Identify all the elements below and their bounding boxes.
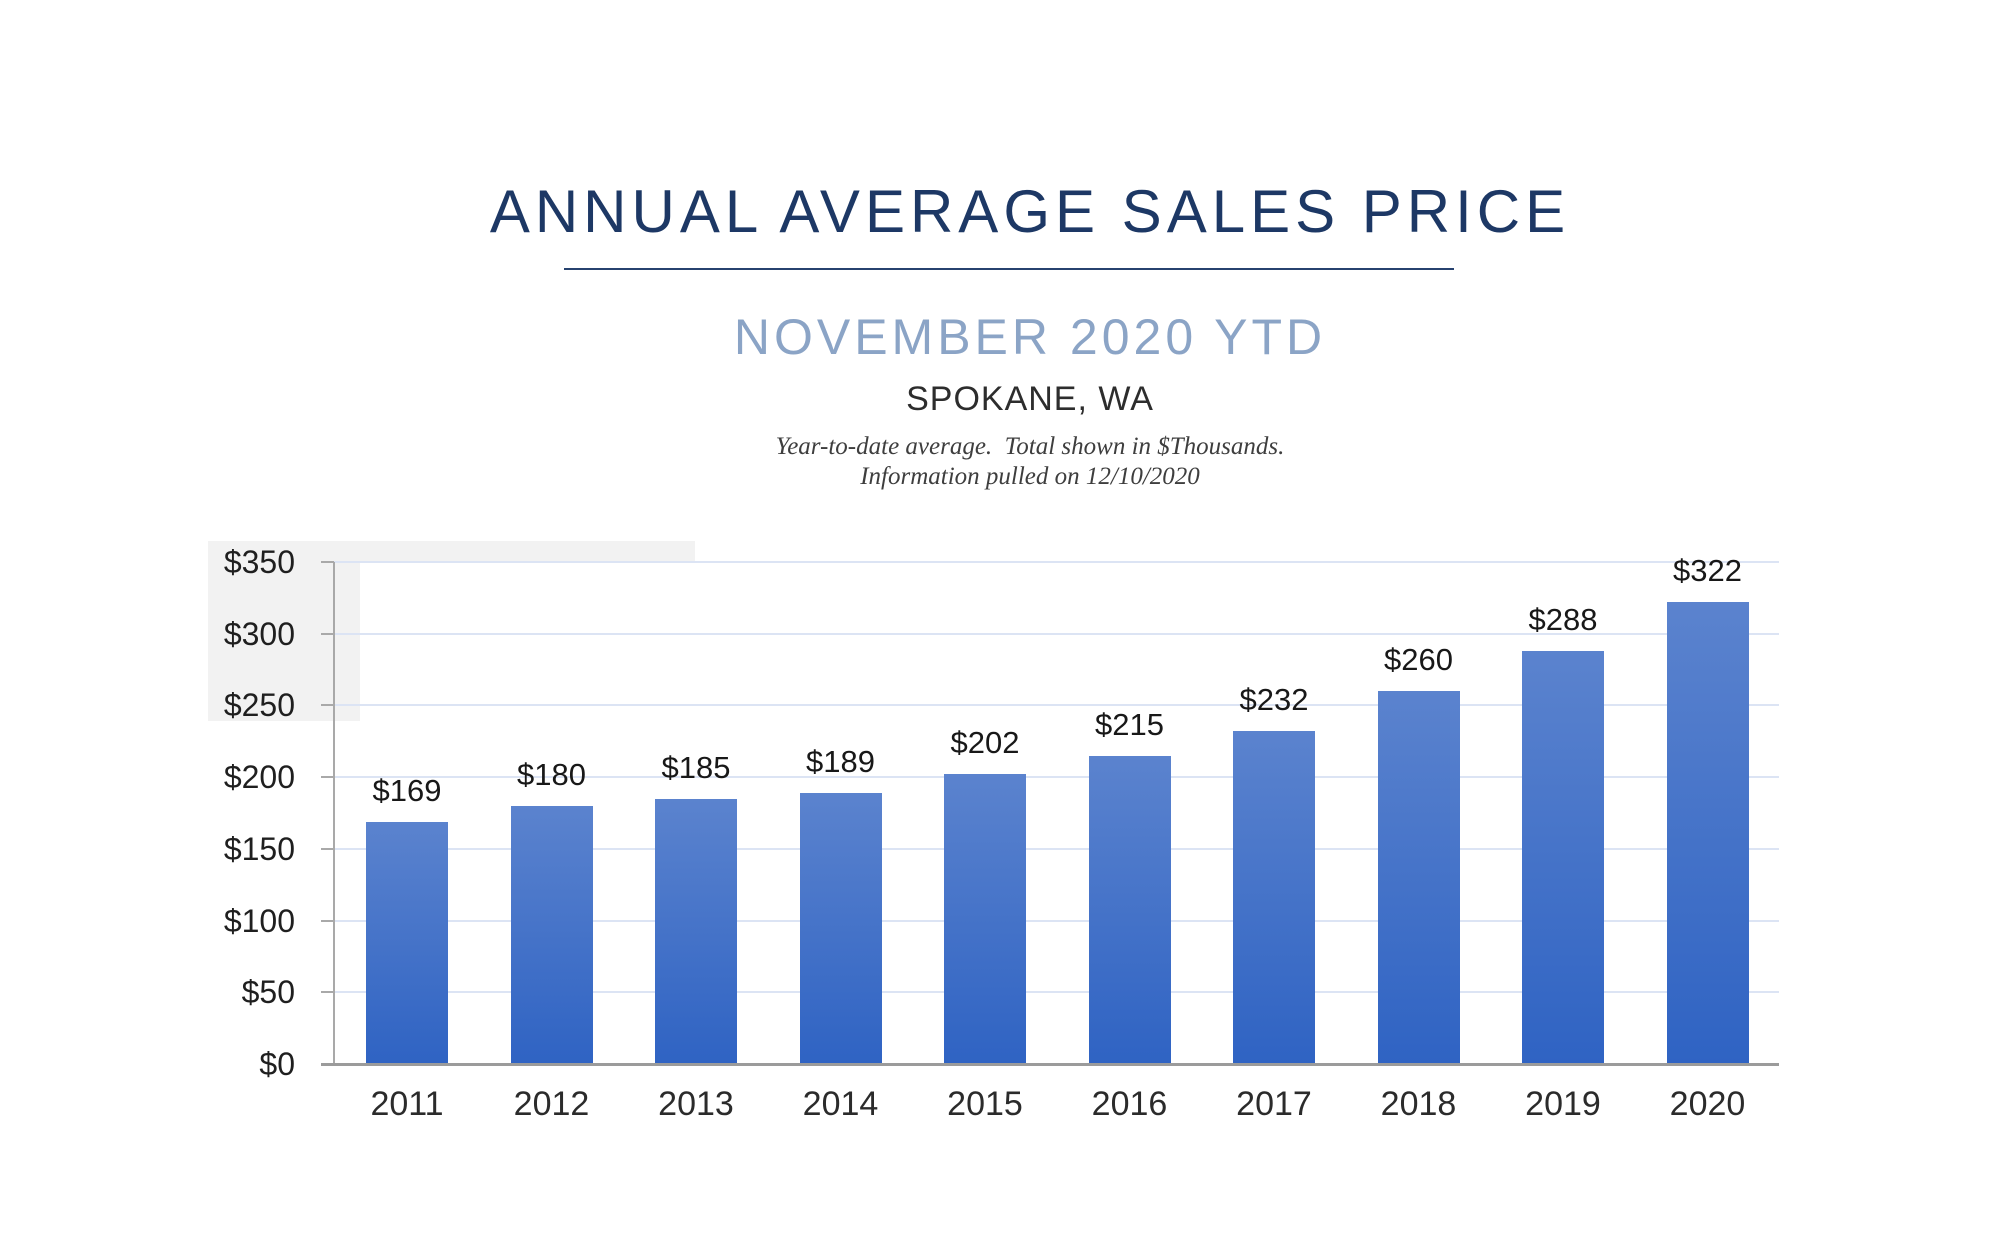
y-tick-label: $50 — [241, 974, 295, 1011]
bar-2016 — [1088, 755, 1171, 1064]
x-tick-label-2012: 2012 — [513, 1085, 590, 1123]
x-tick-label-2020: 2020 — [1669, 1085, 1746, 1123]
x-tick-label-2014: 2014 — [802, 1085, 879, 1123]
y-tick — [321, 704, 334, 707]
bar-2020 — [1666, 602, 1749, 1064]
bar-value-label: $260 — [1384, 642, 1453, 678]
bar-2011 — [366, 821, 448, 1064]
y-axis-line — [333, 562, 335, 1064]
x-axis-line — [321, 1063, 1779, 1066]
bar-value-label: $180 — [517, 756, 586, 792]
bar-value-label: $169 — [372, 772, 442, 808]
gridline — [333, 704, 1779, 707]
y-tick-label: $250 — [223, 687, 295, 724]
gridline — [333, 919, 1779, 922]
gridline — [333, 847, 1779, 850]
bar-value-label: $189 — [806, 743, 875, 779]
bar-2019 — [1522, 650, 1604, 1064]
y-tick — [321, 561, 334, 563]
y-tick — [321, 919, 334, 922]
y-tick-label: $350 — [223, 544, 295, 580]
gridline — [333, 776, 1779, 779]
bar-2017 — [1233, 731, 1315, 1064]
x-tick-label-2011: 2011 — [370, 1085, 444, 1123]
gridline — [333, 991, 1779, 994]
bar-2012 — [510, 805, 593, 1064]
bar-value-label: $322 — [1673, 553, 1742, 589]
gridline — [333, 632, 1779, 635]
chart-subtitle: NOVEMBER 2020 YTD — [733, 309, 1327, 365]
y-tick-label: $200 — [223, 759, 295, 796]
bar-value-label: $215 — [1095, 706, 1164, 742]
y-tick-label: $150 — [223, 830, 295, 867]
bar-value-label: $232 — [1239, 682, 1309, 718]
gridline — [333, 561, 1779, 563]
x-tick-label-2013: 2013 — [658, 1085, 734, 1123]
y-tick — [321, 991, 334, 994]
y-tick — [321, 847, 334, 850]
header: ANNUAL AVERAGE SALES PRICE NOVEMBER 2020… — [60, 182, 2000, 492]
x-tick-label-2015: 2015 — [947, 1085, 1023, 1123]
bar-2014 — [799, 792, 882, 1064]
chart-note-line2: Information pulled on 12/10/2020 — [860, 463, 1200, 490]
x-tick-label-2016: 2016 — [1091, 1085, 1168, 1123]
x-tick-label-2018: 2018 — [1380, 1085, 1457, 1123]
bar-value-label: $202 — [950, 725, 1020, 761]
chart-title: ANNUAL AVERAGE SALES PRICE — [489, 178, 1571, 245]
y-tick — [321, 776, 334, 779]
bar-value-label: $185 — [661, 749, 731, 785]
bar-value-label: $288 — [1528, 601, 1598, 637]
bar-2013 — [655, 798, 737, 1064]
y-tick — [321, 632, 334, 635]
chart-note-line1: Year-to-date average. Total shown in $Th… — [775, 433, 1285, 460]
y-tick-label: $100 — [223, 902, 295, 939]
x-tick-label-2019: 2019 — [1525, 1085, 1601, 1123]
x-tick-label-2017: 2017 — [1236, 1085, 1312, 1123]
chart-location: SPOKANE, WA — [906, 380, 1154, 418]
bar-2015 — [944, 774, 1026, 1064]
bar-2018 — [1377, 691, 1460, 1064]
y-tick-label: $300 — [223, 615, 295, 652]
y-tick-label: $0 — [259, 1046, 295, 1082]
title-underline — [564, 268, 1454, 270]
